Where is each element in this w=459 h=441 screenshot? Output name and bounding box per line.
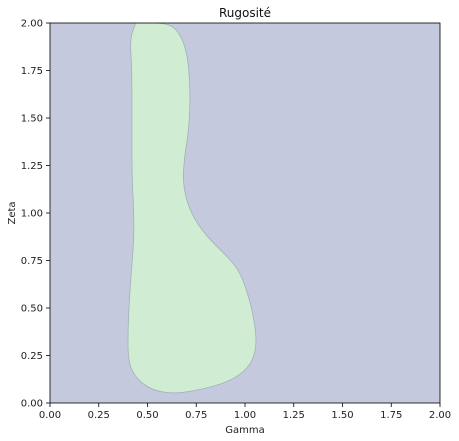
y-tick-label: 1.50 xyxy=(21,114,43,125)
y-axis-label: Zeta xyxy=(7,201,18,224)
y-tick-label: 1.75 xyxy=(21,66,43,77)
x-tick-label: 1.75 xyxy=(380,410,402,421)
y-tick-label: 1.00 xyxy=(21,209,43,220)
x-tick-label: 0.75 xyxy=(185,410,207,421)
x-tick-label: 0.00 xyxy=(39,410,61,421)
y-tick-label: 0.75 xyxy=(21,256,43,267)
x-tick-label: 0.25 xyxy=(88,410,110,421)
y-tick-label: 2.00 xyxy=(21,19,43,30)
y-tick-label: 0.25 xyxy=(21,351,43,362)
chart-title: Rugosité xyxy=(219,6,271,20)
y-tick-label: 0.50 xyxy=(21,304,43,315)
x-axis-label: Gamma xyxy=(225,425,265,436)
plot-area xyxy=(50,23,440,403)
y-tick-label: 0.00 xyxy=(21,399,43,410)
x-tick-label: 1.25 xyxy=(283,410,305,421)
x-tick-label: 1.50 xyxy=(331,410,353,421)
y-tick-label: 1.25 xyxy=(21,161,43,172)
x-tick-label: 2.00 xyxy=(429,410,451,421)
x-tick-label: 1.00 xyxy=(234,410,256,421)
x-tick-label: 0.50 xyxy=(136,410,158,421)
